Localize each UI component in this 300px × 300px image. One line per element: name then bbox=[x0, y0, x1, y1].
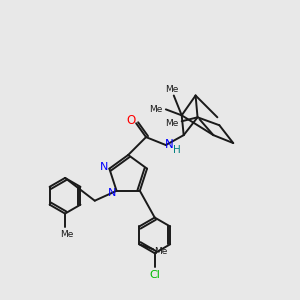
Text: H: H bbox=[173, 145, 181, 155]
Text: Me: Me bbox=[165, 85, 178, 94]
Text: O: O bbox=[127, 114, 136, 127]
Text: Me: Me bbox=[154, 247, 168, 256]
Text: N: N bbox=[164, 138, 173, 151]
Text: N: N bbox=[107, 188, 116, 198]
Text: Me: Me bbox=[60, 230, 74, 239]
Text: Me: Me bbox=[149, 105, 163, 114]
Text: Me: Me bbox=[165, 119, 178, 128]
Text: N: N bbox=[100, 162, 109, 172]
Text: Cl: Cl bbox=[149, 270, 160, 280]
